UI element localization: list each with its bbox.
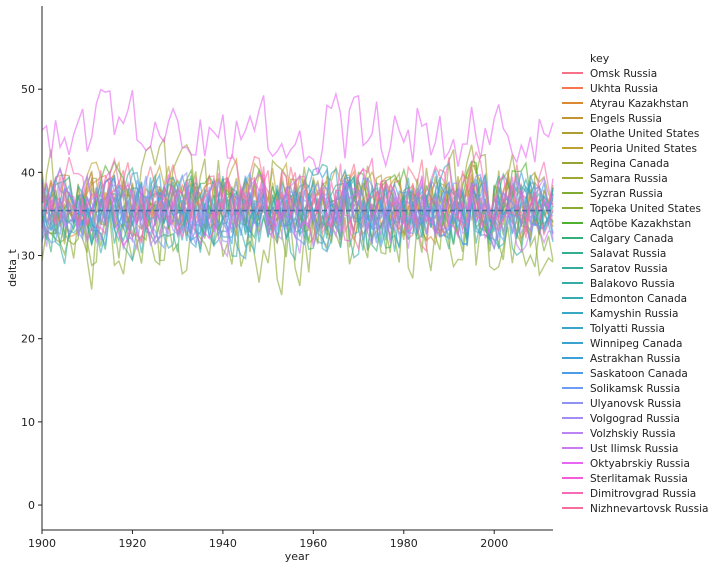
legend-label: Atyrau Kazakhstan — [590, 98, 689, 110]
legend-entry: Omsk Russia — [562, 68, 657, 80]
series-lines — [41, 88, 554, 296]
legend-entry: Winnipeg Canada — [562, 338, 682, 350]
legend-label: Aqtöbe Kazakhstan — [590, 218, 691, 230]
legend-label: Oktyabrskiy Russia — [590, 458, 690, 470]
legend-entry: Volgograd Russia — [562, 413, 680, 425]
legend-label: Dimitrovgrad Russia — [590, 488, 696, 500]
legend-entry: Ukhta Russia — [562, 83, 658, 95]
legend-label: Tolyatti Russia — [589, 323, 665, 335]
legend-label: Ukhta Russia — [590, 83, 658, 95]
legend-entry: Aqtöbe Kazakhstan — [562, 218, 691, 230]
legend-entry: Tolyatti Russia — [562, 323, 665, 335]
x-axis-ticks: 1900 1920 1940 1960 1980 2000 — [28, 530, 508, 550]
series-line — [41, 167, 554, 247]
legend-entry: Engels Russia — [562, 113, 662, 125]
legend-label: Salavat Russia — [590, 248, 666, 260]
y-tick-label: 10 — [21, 416, 35, 429]
legend-label: Calgary Canada — [590, 233, 674, 245]
y-axis-ticks: 0 10 20 30 40 50 — [21, 83, 42, 512]
legend-entry: Peoria United States — [562, 143, 697, 155]
legend-label: Kamyshin Russia — [590, 308, 678, 320]
legend-label: Nizhnevartovsk Russia — [590, 503, 708, 515]
legend-entry: Astrakhan Russia — [562, 353, 680, 365]
legend-label: Olathe United States — [590, 128, 699, 140]
legend-label: Ust Ilimsk Russia — [590, 443, 678, 455]
y-tick-label: 30 — [21, 250, 35, 263]
legend-label: Sterlitamak Russia — [590, 473, 688, 485]
y-tick-label: 0 — [28, 499, 35, 512]
series-line — [41, 88, 554, 175]
legend-entry: Salavat Russia — [562, 248, 666, 260]
legend-entry: Syzran Russia — [562, 188, 663, 200]
x-axis-label: year — [285, 550, 310, 563]
legend-entry: Nizhnevartovsk Russia — [562, 503, 708, 515]
legend-label: Solikamsk Russia — [590, 383, 680, 395]
legend-entry: Regina Canada — [562, 158, 669, 170]
legend-label: Edmonton Canada — [590, 293, 687, 305]
legend-label: Regina Canada — [590, 158, 669, 170]
y-axis-label: delta_t — [6, 248, 19, 286]
legend-entry: Olathe United States — [562, 128, 699, 140]
legend-label: Winnipeg Canada — [590, 338, 682, 350]
legend-entry: Saskatoon Canada — [562, 368, 688, 380]
legend-entry: Oktyabrskiy Russia — [562, 458, 690, 470]
x-tick-label: 2000 — [480, 537, 508, 550]
legend-entry: Edmonton Canada — [562, 293, 687, 305]
legend: key Omsk Russia Ukhta Russia Atyrau Kazakh… — [562, 52, 708, 515]
series-line — [41, 169, 554, 253]
legend-entry: Saratov Russia — [562, 263, 668, 275]
legend-entry: Balakovo Russia — [562, 278, 675, 290]
y-tick-label: 20 — [21, 333, 35, 346]
legend-entry: Ulyanovsk Russia — [562, 398, 681, 410]
legend-entry: Kamyshin Russia — [562, 308, 678, 320]
y-tick-label: 40 — [21, 166, 35, 179]
legend-entry: Volzhskiy Russia — [562, 428, 676, 440]
legend-entry: Dimitrovgrad Russia — [562, 488, 696, 500]
legend-label: Volzhskiy Russia — [590, 428, 676, 440]
series-line — [41, 150, 554, 239]
legend-label: Peoria United States — [590, 143, 697, 155]
legend-entry: Topeka United States — [562, 203, 701, 215]
legend-label: Saskatoon Canada — [590, 368, 688, 380]
legend-label: Balakovo Russia — [590, 278, 675, 290]
legend-entry: Atyrau Kazakhstan — [562, 98, 689, 110]
legend-entry: Sterlitamak Russia — [562, 473, 688, 485]
legend-entry: Calgary Canada — [562, 233, 674, 245]
legend-label: Topeka United States — [589, 203, 701, 215]
legend-entry: Samara Russia — [562, 173, 668, 185]
legend-label: Engels Russia — [590, 113, 662, 125]
x-tick-label: 1920 — [118, 537, 146, 550]
legend-label: Saratov Russia — [590, 263, 668, 275]
legend-entry: Ust Ilimsk Russia — [562, 443, 678, 455]
legend-title: key — [590, 52, 610, 65]
legend-label: Ulyanovsk Russia — [590, 398, 681, 410]
legend-label: Astrakhan Russia — [590, 353, 680, 365]
legend-entry: Solikamsk Russia — [562, 383, 680, 395]
legend-label: Volgograd Russia — [590, 413, 680, 425]
legend-label: Syzran Russia — [590, 188, 663, 200]
y-tick-label: 50 — [21, 83, 35, 96]
x-tick-label: 1940 — [209, 537, 237, 550]
x-tick-label: 1980 — [390, 537, 418, 550]
x-tick-label: 1960 — [299, 537, 327, 550]
x-tick-label: 1900 — [28, 537, 56, 550]
legend-label: Samara Russia — [590, 173, 668, 185]
legend-items: Omsk Russia Ukhta Russia Atyrau Kazakhstan… — [562, 68, 708, 515]
legend-label: Omsk Russia — [590, 68, 657, 80]
